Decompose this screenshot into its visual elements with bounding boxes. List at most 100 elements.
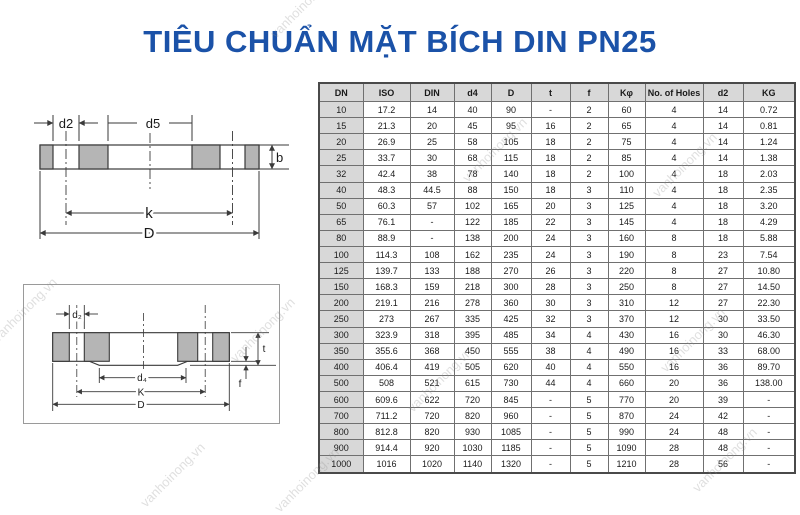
table-cell: 730 (490, 374, 532, 392)
table-cell: 3 (569, 262, 609, 280)
table-row: 200 219.1 216 278 360 30 3 310 12 27 22.30 (318, 294, 796, 312)
table-cell: 102 (453, 197, 492, 215)
table-cell: 18 (702, 229, 744, 247)
table-row: 100 114.3 108 162 235 24 3 190 8 23 7.54 (318, 245, 796, 264)
table-cell: 3 (569, 245, 609, 264)
table-row: 125 139.7 133 188 270 26 3 220 8 27 10.80 (318, 262, 796, 280)
table-cell: 76.1 (362, 213, 411, 231)
table-row: 500 508 521 615 730 44 4 660 20 36 138.00 (318, 374, 796, 392)
table-cell: 219.1 (362, 294, 411, 312)
table-cell: 1020 (409, 455, 455, 474)
table-cell: 355.6 (362, 342, 411, 360)
dim-label-t: t (263, 344, 266, 355)
table-cell: 22 (530, 213, 571, 231)
table-cell: 1090 (607, 439, 646, 457)
table-cell: 18 (702, 197, 744, 215)
table-row: 1000 1016 1020 1140 1320-5 1210 28 56- (318, 455, 796, 474)
table-cell: 105 (490, 133, 532, 151)
table-cell: 60 (607, 100, 646, 119)
table-cell: 845 (490, 390, 532, 409)
table-cell: 18 (702, 181, 744, 199)
table-cell: 3 (569, 229, 609, 247)
table-cell: 4 (644, 165, 704, 183)
table-cell: 17.2 (362, 100, 411, 119)
table-cell: 39 (702, 390, 744, 409)
table-cell: 8 (644, 262, 704, 280)
table-cell: 8 (644, 229, 704, 247)
table-cell: 110 (607, 181, 646, 199)
table-row: 20 26.9 25 58 105 18 2 75 4 14 1.24 (318, 133, 796, 151)
table-cell: 190 (607, 245, 646, 264)
table-cell: 26.9 (362, 133, 411, 151)
table-cell: 30 (530, 294, 571, 312)
dn-cell: 200 (318, 294, 364, 312)
flange-section (177, 332, 199, 362)
table-row: 40 48.3 44.5 88 150 18 3 110 4 18 2.35 (318, 181, 796, 199)
table-cell: 140 (490, 165, 532, 183)
table-cell: 2 (569, 149, 609, 167)
table-cell: 812.8 (362, 423, 411, 441)
table-cell: 30 (409, 149, 455, 167)
table-cell: 27 (702, 278, 744, 296)
table-cell: 85 (607, 149, 646, 167)
table-cell: 34 (530, 326, 571, 344)
header-cell: Kφ (607, 82, 646, 102)
table-cell: 20 (530, 197, 571, 215)
dn-cell: 40 (318, 181, 364, 199)
table-cell: 88.9 (362, 229, 411, 247)
table-cell: 25 (409, 133, 455, 151)
table-row: 10 17.2 14 40 90-2 60 4 14 0.72 (318, 100, 796, 119)
table-cell: - (742, 390, 796, 409)
table-cell: 235 (490, 245, 532, 264)
table-cell: 335 (453, 310, 492, 328)
table-cell: 60.3 (362, 197, 411, 215)
table-cell: 5 (569, 455, 609, 474)
table-cell: - (742, 423, 796, 441)
table-cell: 165 (490, 197, 532, 215)
table-cell: 960 (490, 407, 532, 425)
header-cell: d4 (453, 82, 492, 102)
table-cell: 2.03 (742, 165, 796, 183)
table-cell: 27 (702, 294, 744, 312)
table-cell: 24 (644, 407, 704, 425)
table-cell: 3 (569, 310, 609, 328)
table-cell: 20 (409, 117, 455, 135)
dim-label-d2: d2 (59, 116, 73, 131)
table-cell: 3.20 (742, 197, 796, 215)
table-cell: 24 (644, 423, 704, 441)
dim-label-d4: d₄ (137, 373, 147, 384)
dim-label-d5: d5 (146, 116, 160, 131)
table-cell: 48.3 (362, 181, 411, 199)
flange-section (83, 332, 110, 362)
table-cell: - (742, 439, 796, 457)
dim-label-f: f (239, 379, 242, 390)
table-cell: 38 (530, 342, 571, 360)
table-cell: - (530, 439, 571, 457)
table-cell: 122 (453, 213, 492, 231)
table-cell: 3 (569, 294, 609, 312)
table-cell: 168.3 (362, 278, 411, 296)
table-cell: - (409, 229, 455, 247)
table-cell: 100 (607, 165, 646, 183)
table-cell: 318 (409, 326, 455, 344)
header-cell: d2 (702, 82, 744, 102)
centerlines (65, 131, 233, 225)
table-cell: 2 (569, 133, 609, 151)
table-cell: 485 (490, 326, 532, 344)
flange-diagram-raised-box: d₂ d₄ K D t f (23, 284, 280, 424)
table-cell: 406.4 (362, 358, 411, 376)
table-cell: 36 (702, 374, 744, 392)
table-cell: 45 (453, 117, 492, 135)
table-cell: 8 (644, 245, 704, 264)
table-cell: 24 (530, 229, 571, 247)
table-cell: 1.38 (742, 149, 796, 167)
table-cell: 521 (409, 374, 455, 392)
table-cell: 770 (607, 390, 646, 409)
table-cell: 138 (453, 229, 492, 247)
table-cell: 89.70 (742, 358, 796, 376)
dn-cell: 32 (318, 165, 364, 183)
table-cell: 4 (644, 133, 704, 151)
table-cell: 622 (409, 390, 455, 409)
table-cell: 14 (702, 100, 744, 119)
